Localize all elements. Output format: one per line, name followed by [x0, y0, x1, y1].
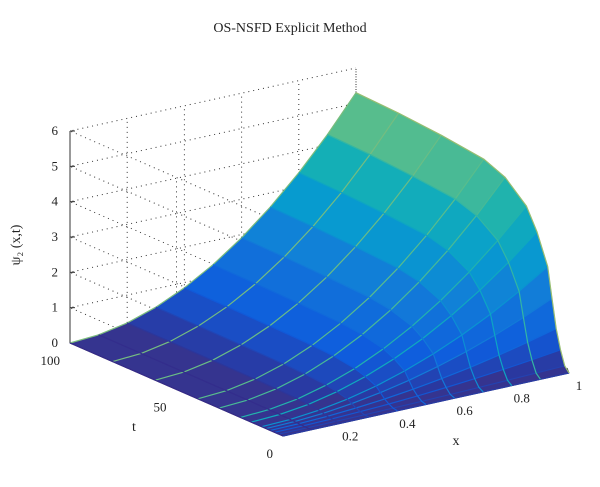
mesh-line-x [155, 306, 370, 418]
chart-title: OS-NSFD Explicit Method [213, 21, 366, 36]
t-tick-label: 0 [267, 446, 274, 461]
x-tick-label: 0.4 [399, 416, 416, 431]
z-tick-labels: 0 1 2 3 4 5 6 [52, 123, 59, 350]
x-tick-labels: 0.2 0.4 0.6 0.8 1 [342, 378, 582, 443]
mesh-line-x [126, 322, 341, 424]
x-tick-label: 0.8 [514, 391, 530, 406]
t-axis-label: t [132, 420, 136, 435]
t-tick-labels: 0 50 100 [41, 353, 274, 461]
x-tick-label: 1 [576, 378, 583, 393]
z-tick-label: 6 [52, 123, 59, 138]
x-tick-label: 0.6 [456, 403, 473, 418]
mesh-line-x [355, 92, 570, 374]
surface [69, 92, 570, 437]
z-tick-label: 2 [52, 264, 59, 279]
mesh-line-x [327, 134, 541, 380]
mesh-line-x [69, 342, 284, 437]
z-tick-label: 0 [52, 335, 59, 350]
t-tick-label: 100 [41, 353, 61, 368]
mesh-line-x [269, 206, 484, 393]
t-tick-label: 50 [154, 400, 167, 415]
z-tick-label: 4 [52, 194, 59, 209]
mesh-line-x [212, 264, 427, 405]
mesh-line-x [98, 334, 312, 431]
x-axis-label: x [453, 434, 460, 449]
mesh-line-x [184, 287, 398, 412]
z-tick-label: 5 [52, 158, 59, 173]
mesh-line-x [298, 172, 513, 386]
z-axis-label: ψ₂ (x,t) [9, 224, 24, 265]
z-tick-label: 1 [52, 300, 59, 315]
z-tick-label: 3 [52, 229, 59, 244]
mesh-line-x [241, 237, 455, 399]
x-tick-label: 0.2 [342, 428, 358, 443]
